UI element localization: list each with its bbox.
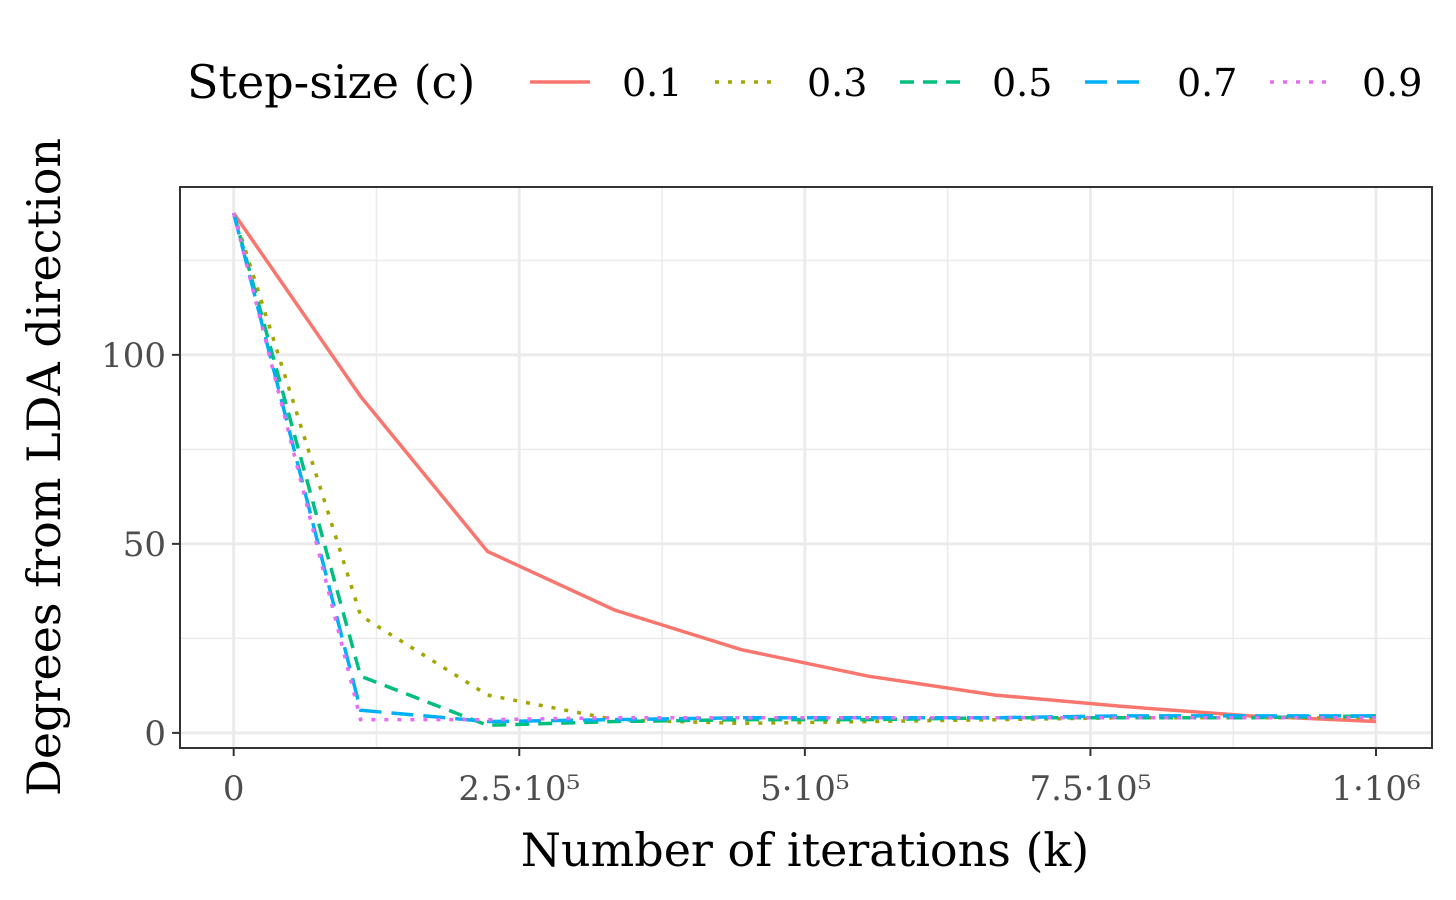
series-line <box>232 212 1377 724</box>
series-line <box>232 212 1377 726</box>
plot-border <box>179 186 1433 749</box>
legend-label: 0.1 <box>622 61 682 105</box>
x-tick-label: 5·10⁵ <box>760 769 849 809</box>
x-tick-label: 1·10⁶ <box>1331 769 1420 809</box>
series-line <box>232 212 1377 728</box>
legend-label: 0.5 <box>992 61 1052 105</box>
legend-label: 0.3 <box>807 61 867 105</box>
series-line <box>231 212 1377 724</box>
series-line <box>231 212 1377 722</box>
y-tick-label: 50 <box>123 525 166 565</box>
y-tick-label: 100 <box>101 336 166 376</box>
legend-label: 0.9 <box>1362 61 1422 105</box>
y-axis-label: Degrees from LDA direction <box>17 138 71 796</box>
x-tick-label: 2.5·10⁵ <box>458 769 580 809</box>
x-tick-label: 7.5·10⁵ <box>1030 769 1152 809</box>
x-axis-label: Number of iterations (k) <box>521 823 1089 877</box>
x-tick-label: 0 <box>223 769 245 809</box>
legend-title: Step-size (c) <box>187 55 475 109</box>
y-tick-label: 0 <box>144 714 166 754</box>
legend-label: 0.7 <box>1177 61 1237 105</box>
